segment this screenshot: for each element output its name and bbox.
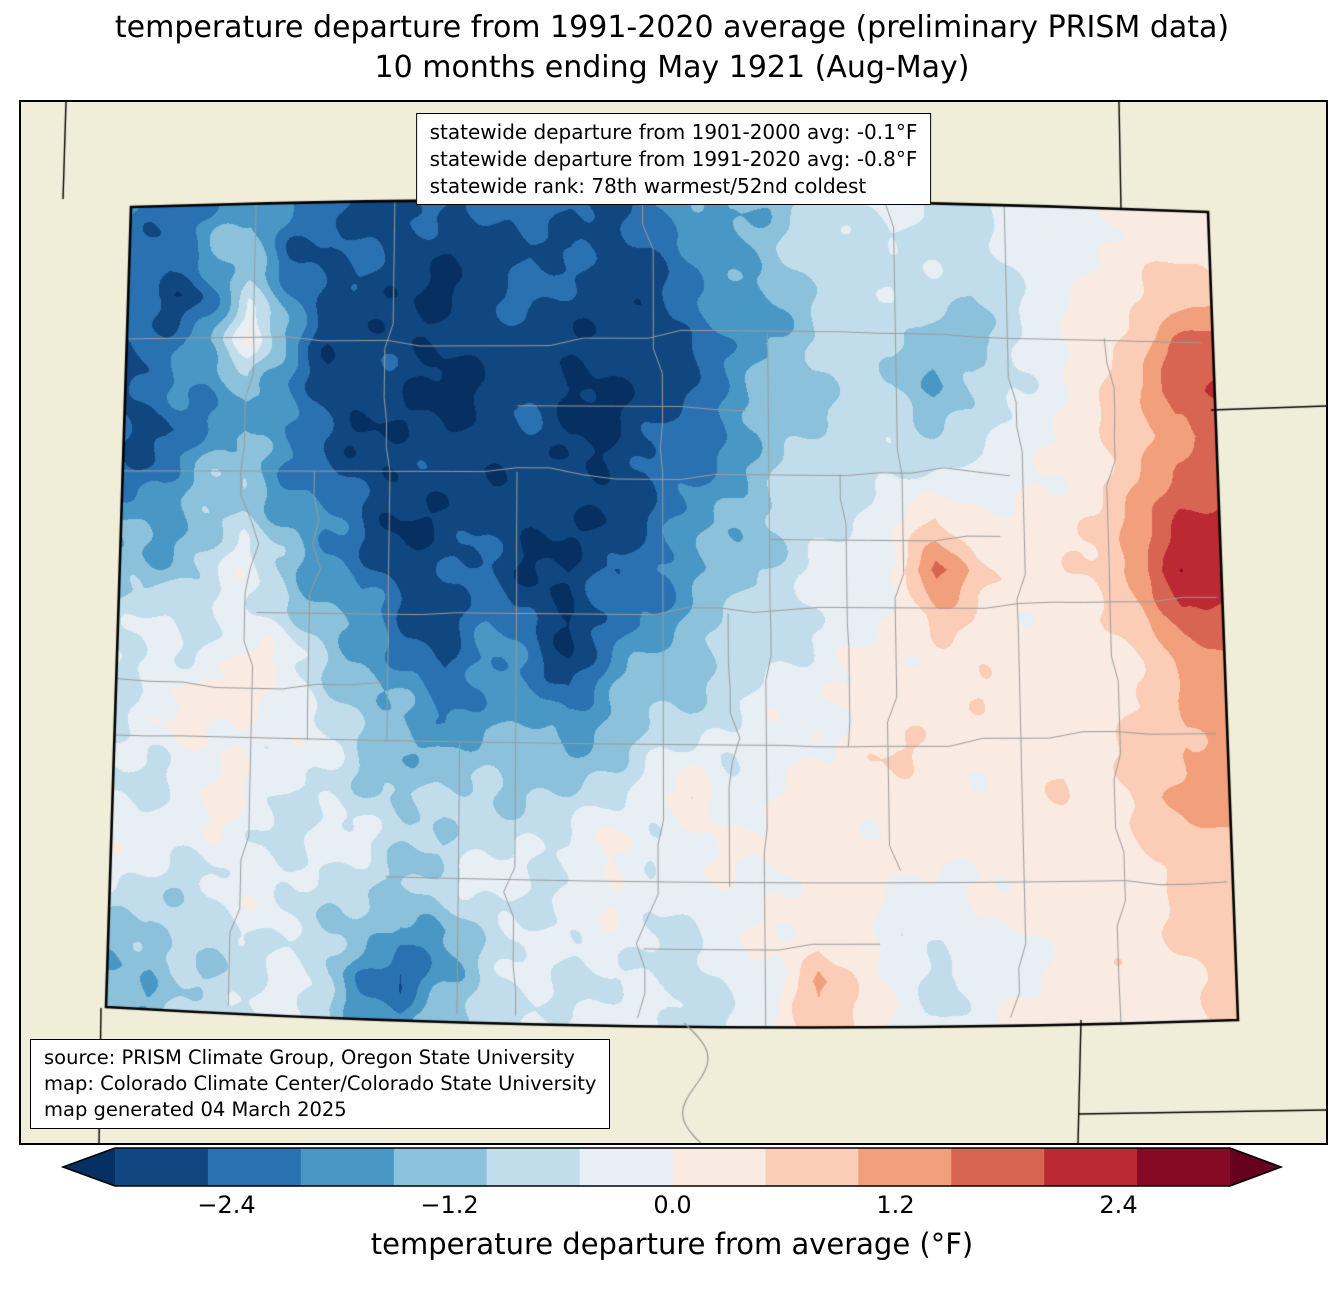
source-line-3: map generated 04 March 2025 [44, 1097, 347, 1121]
source-line-1: source: PRISM Climate Group, Oregon Stat… [44, 1045, 575, 1069]
colorbar-label: temperature departure from average (°F) [370, 1227, 974, 1261]
colorado-map-canvas [21, 102, 1326, 1143]
colorbar-tick-label: 2.4 [1099, 1191, 1138, 1219]
colorbar-tick-label: 0.0 [653, 1191, 692, 1219]
colorbar-tick-label: −1.2 [420, 1191, 479, 1219]
colorbar-tick-label: −2.4 [197, 1191, 256, 1219]
colorbar-area: −2.4 −1.2 0.0 1.2 2.4 temperature departure … [0, 1147, 1344, 1297]
stats-box: statewide departure from 1901-2000 avg: … [415, 113, 932, 206]
figure-title-line1: temperature departure from 1991-2020 ave… [114, 10, 1230, 45]
colorbar-ticks: −2.4 −1.2 0.0 1.2 2.4 [0, 1191, 1344, 1223]
stats-line-3: statewide rank: 78th warmest/52nd coldes… [429, 173, 867, 198]
map-figure: statewide departure from 1901-2000 avg: … [19, 100, 1328, 1145]
figure-title-line2: 10 months ending May 1921 (Aug-May) [374, 49, 970, 85]
colorbar-tick-label: 1.2 [876, 1191, 915, 1219]
stats-line-1: statewide departure from 1901-2000 avg: … [429, 120, 918, 144]
colorbar [60, 1147, 1284, 1187]
source-line-2: map: Colorado Climate Center/Colorado St… [44, 1071, 597, 1095]
stats-line-2: statewide departure from 1991-2020 avg: … [429, 146, 918, 171]
figure-title: temperature departure from 1991-2020 ave… [0, 8, 1344, 88]
source-box: source: PRISM Climate Group, Oregon Stat… [30, 1038, 611, 1129]
